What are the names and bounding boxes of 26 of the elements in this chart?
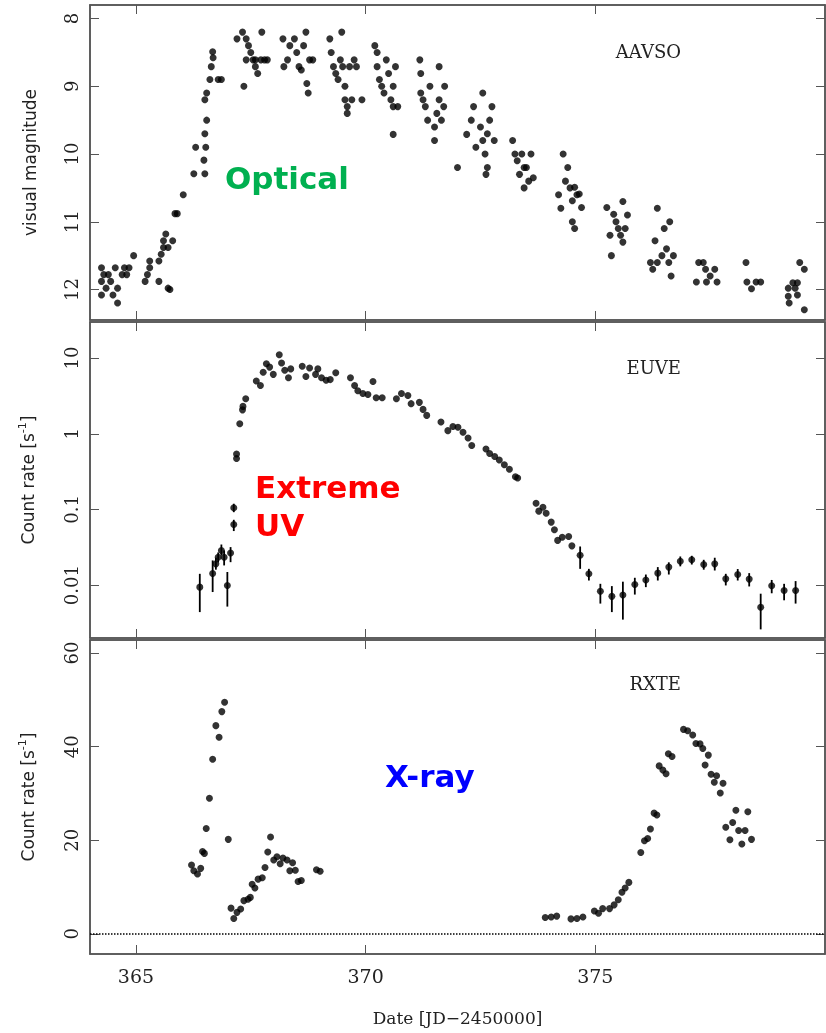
y-tick-label: 11 [60,210,82,234]
y-axis-title: Count rate [s-1] [16,732,38,862]
annotation: Extreme UV [255,469,412,543]
y-axis-title: Count rate [s-1] [16,415,38,545]
y-tick-label: 1 [60,428,82,440]
y-tick-label: 10 [60,346,82,370]
annotation: Optical [225,159,349,196]
y-tick-label: 60 [60,641,82,665]
annotation: X-ray [385,757,475,794]
y-tick-label: 9 [60,80,82,93]
y-tick-label: 0.1 [60,495,82,524]
y-tick-label: 12 [60,278,82,301]
annotation: AAVSO [614,40,682,62]
y-tick-label: 0.01 [60,565,82,606]
y-tick-label: 8 [60,12,82,25]
x-tick-label: 365 [117,964,155,987]
annotation: EUVE [626,356,681,378]
x-axis-title: Date [JD−2450000] [372,1007,543,1028]
y-axis-title: visual magnitude [19,89,40,236]
y-tick-label: 40 [60,735,82,759]
x-tick-label: 370 [347,964,384,987]
annotation: RXTE [629,672,681,694]
x-tick-label: 375 [577,964,614,987]
y-tick-label: 10 [60,142,82,166]
y-tick-label: 20 [60,828,82,852]
y-tick-label: 0 [60,928,82,940]
